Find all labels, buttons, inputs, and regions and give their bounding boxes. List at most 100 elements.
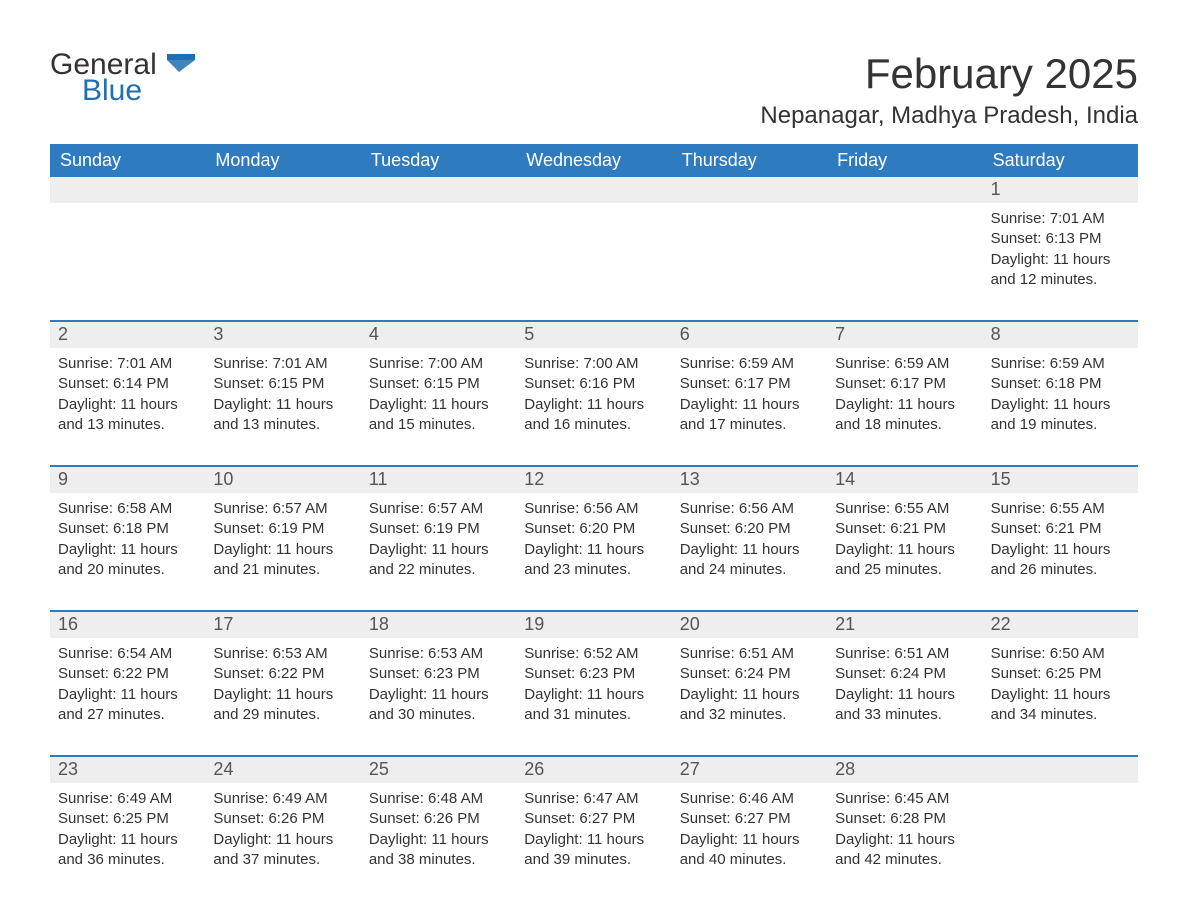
sunset-line: Sunset: 6:14 PM — [58, 374, 197, 394]
day-cell — [361, 203, 516, 304]
daylight-line: Daylight: 11 hours and 29 minutes. — [213, 685, 352, 726]
title-block: February 2025 Nepanagar, Madhya Pradesh,… — [760, 50, 1138, 130]
weeks-container: 1Sunrise: 7:01 AMSunset: 6:13 PMDaylight… — [50, 177, 1138, 884]
sunset-label: Sunset: — [58, 810, 109, 827]
daylight-line: Daylight: 11 hours and 34 minutes. — [991, 685, 1130, 726]
daylight-line: Daylight: 11 hours and 26 minutes. — [991, 540, 1130, 581]
daylight-line: Daylight: 11 hours and 30 minutes. — [369, 685, 508, 726]
daylight-label: Daylight: — [369, 541, 427, 558]
sunrise-line: Sunrise: 6:56 AM — [524, 499, 663, 519]
day-cell: Sunrise: 6:50 AMSunset: 6:25 PMDaylight:… — [983, 638, 1138, 739]
day-number: 3 — [205, 322, 360, 348]
day-cell: Sunrise: 6:48 AMSunset: 6:26 PMDaylight:… — [361, 783, 516, 884]
sunset-label: Sunset: — [680, 665, 731, 682]
sunset-value: 6:28 PM — [890, 810, 946, 827]
sunrise-value: 6:59 AM — [894, 355, 949, 372]
sunrise-label: Sunrise: — [680, 790, 735, 807]
daylight-label: Daylight: — [524, 831, 582, 848]
sunset-label: Sunset: — [58, 375, 109, 392]
sunrise-label: Sunrise: — [835, 790, 890, 807]
day-number: 13 — [672, 467, 827, 493]
sunrise-value: 6:49 AM — [273, 790, 328, 807]
day-cell: Sunrise: 7:01 AMSunset: 6:14 PMDaylight:… — [50, 348, 205, 449]
weekday-header: Sunday — [50, 144, 205, 177]
day-cell: Sunrise: 6:57 AMSunset: 6:19 PMDaylight:… — [361, 493, 516, 594]
day-cell: Sunrise: 6:49 AMSunset: 6:26 PMDaylight:… — [205, 783, 360, 884]
day-number: 7 — [827, 322, 982, 348]
sunrise-line: Sunrise: 6:59 AM — [680, 354, 819, 374]
day-number — [361, 177, 516, 203]
sunset-value: 6:25 PM — [113, 810, 169, 827]
daylight-label: Daylight: — [58, 831, 116, 848]
weekday-header-row: SundayMondayTuesdayWednesdayThursdayFrid… — [50, 144, 1138, 177]
sunset-value: 6:20 PM — [735, 520, 791, 537]
sunset-value: 6:18 PM — [113, 520, 169, 537]
sunset-line: Sunset: 6:17 PM — [680, 374, 819, 394]
day-number: 15 — [983, 467, 1138, 493]
weekday-header: Wednesday — [516, 144, 671, 177]
daylight-line: Daylight: 11 hours and 38 minutes. — [369, 830, 508, 871]
sunrise-value: 7:01 AM — [273, 355, 328, 372]
sunset-line: Sunset: 6:19 PM — [213, 519, 352, 539]
day-number: 17 — [205, 612, 360, 638]
location-subtitle: Nepanagar, Madhya Pradesh, India — [760, 102, 1138, 130]
sunset-value: 6:24 PM — [890, 665, 946, 682]
sunrise-line: Sunrise: 6:53 AM — [369, 644, 508, 664]
day-cell: Sunrise: 6:55 AMSunset: 6:21 PMDaylight:… — [983, 493, 1138, 594]
brand-logo: General Blue — [50, 50, 199, 106]
sunrise-label: Sunrise: — [58, 355, 113, 372]
daylight-line: Daylight: 11 hours and 37 minutes. — [213, 830, 352, 871]
day-number: 25 — [361, 757, 516, 783]
sunrise-label: Sunrise: — [524, 645, 579, 662]
sunset-line: Sunset: 6:25 PM — [991, 664, 1130, 684]
calendar-week: 1Sunrise: 7:01 AMSunset: 6:13 PMDaylight… — [50, 177, 1138, 304]
sunset-value: 6:13 PM — [1046, 230, 1102, 247]
daylight-line: Daylight: 11 hours and 25 minutes. — [835, 540, 974, 581]
sunrise-line: Sunrise: 6:58 AM — [58, 499, 197, 519]
sunset-line: Sunset: 6:13 PM — [991, 229, 1130, 249]
weekday-header: Friday — [827, 144, 982, 177]
sunset-label: Sunset: — [991, 665, 1042, 682]
daylight-label: Daylight: — [991, 396, 1049, 413]
sunrise-label: Sunrise: — [991, 645, 1046, 662]
sunset-line: Sunset: 6:18 PM — [58, 519, 197, 539]
sunset-value: 6:22 PM — [113, 665, 169, 682]
sunrise-line: Sunrise: 7:01 AM — [991, 209, 1130, 229]
sunrise-label: Sunrise: — [58, 500, 113, 517]
sunrise-value: 6:58 AM — [117, 500, 172, 517]
weekday-header: Thursday — [672, 144, 827, 177]
sunrise-value: 6:47 AM — [583, 790, 638, 807]
sunset-label: Sunset: — [835, 665, 886, 682]
sunset-value: 6:21 PM — [890, 520, 946, 537]
daylight-line: Daylight: 11 hours and 42 minutes. — [835, 830, 974, 871]
daylight-label: Daylight: — [58, 541, 116, 558]
day-number: 22 — [983, 612, 1138, 638]
sunrise-label: Sunrise: — [835, 645, 890, 662]
daylight-line: Daylight: 11 hours and 23 minutes. — [524, 540, 663, 581]
sunrise-line: Sunrise: 7:00 AM — [369, 354, 508, 374]
sunrise-value: 6:45 AM — [894, 790, 949, 807]
sunrise-value: 6:55 AM — [1050, 500, 1105, 517]
day-number: 9 — [50, 467, 205, 493]
sunrise-line: Sunrise: 7:00 AM — [524, 354, 663, 374]
day-number — [516, 177, 671, 203]
sunrise-label: Sunrise: — [680, 355, 735, 372]
sunrise-label: Sunrise: — [835, 355, 890, 372]
sunset-label: Sunset: — [680, 375, 731, 392]
sunset-value: 6:27 PM — [579, 810, 635, 827]
sunrise-line: Sunrise: 6:47 AM — [524, 789, 663, 809]
sunset-label: Sunset: — [524, 810, 575, 827]
sunrise-value: 6:57 AM — [428, 500, 483, 517]
day-number: 28 — [827, 757, 982, 783]
sunrise-line: Sunrise: 6:57 AM — [213, 499, 352, 519]
calendar-week: 9101112131415Sunrise: 6:58 AMSunset: 6:1… — [50, 465, 1138, 594]
sunrise-line: Sunrise: 6:56 AM — [680, 499, 819, 519]
sunset-label: Sunset: — [524, 375, 575, 392]
sunrise-line: Sunrise: 6:55 AM — [991, 499, 1130, 519]
sunrise-value: 6:59 AM — [739, 355, 794, 372]
daylight-line: Daylight: 11 hours and 19 minutes. — [991, 395, 1130, 436]
day-number — [50, 177, 205, 203]
sunset-label: Sunset: — [835, 520, 886, 537]
daylight-line: Daylight: 11 hours and 36 minutes. — [58, 830, 197, 871]
sunset-value: 6:23 PM — [424, 665, 480, 682]
